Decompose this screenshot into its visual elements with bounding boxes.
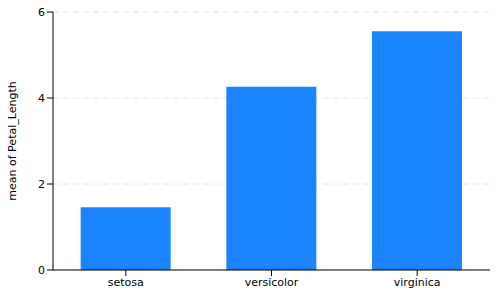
svg-text:mean of Petal_Length: mean of Petal_Length bbox=[8, 81, 19, 200]
svg-text:setosa: setosa bbox=[108, 276, 144, 289]
svg-text:6: 6 bbox=[38, 6, 45, 19]
svg-text:4: 4 bbox=[38, 92, 45, 105]
svg-text:2: 2 bbox=[38, 178, 45, 191]
svg-text:0: 0 bbox=[38, 264, 45, 277]
svg-text:virginica: virginica bbox=[394, 276, 441, 289]
svg-text:versicolor: versicolor bbox=[245, 276, 299, 289]
